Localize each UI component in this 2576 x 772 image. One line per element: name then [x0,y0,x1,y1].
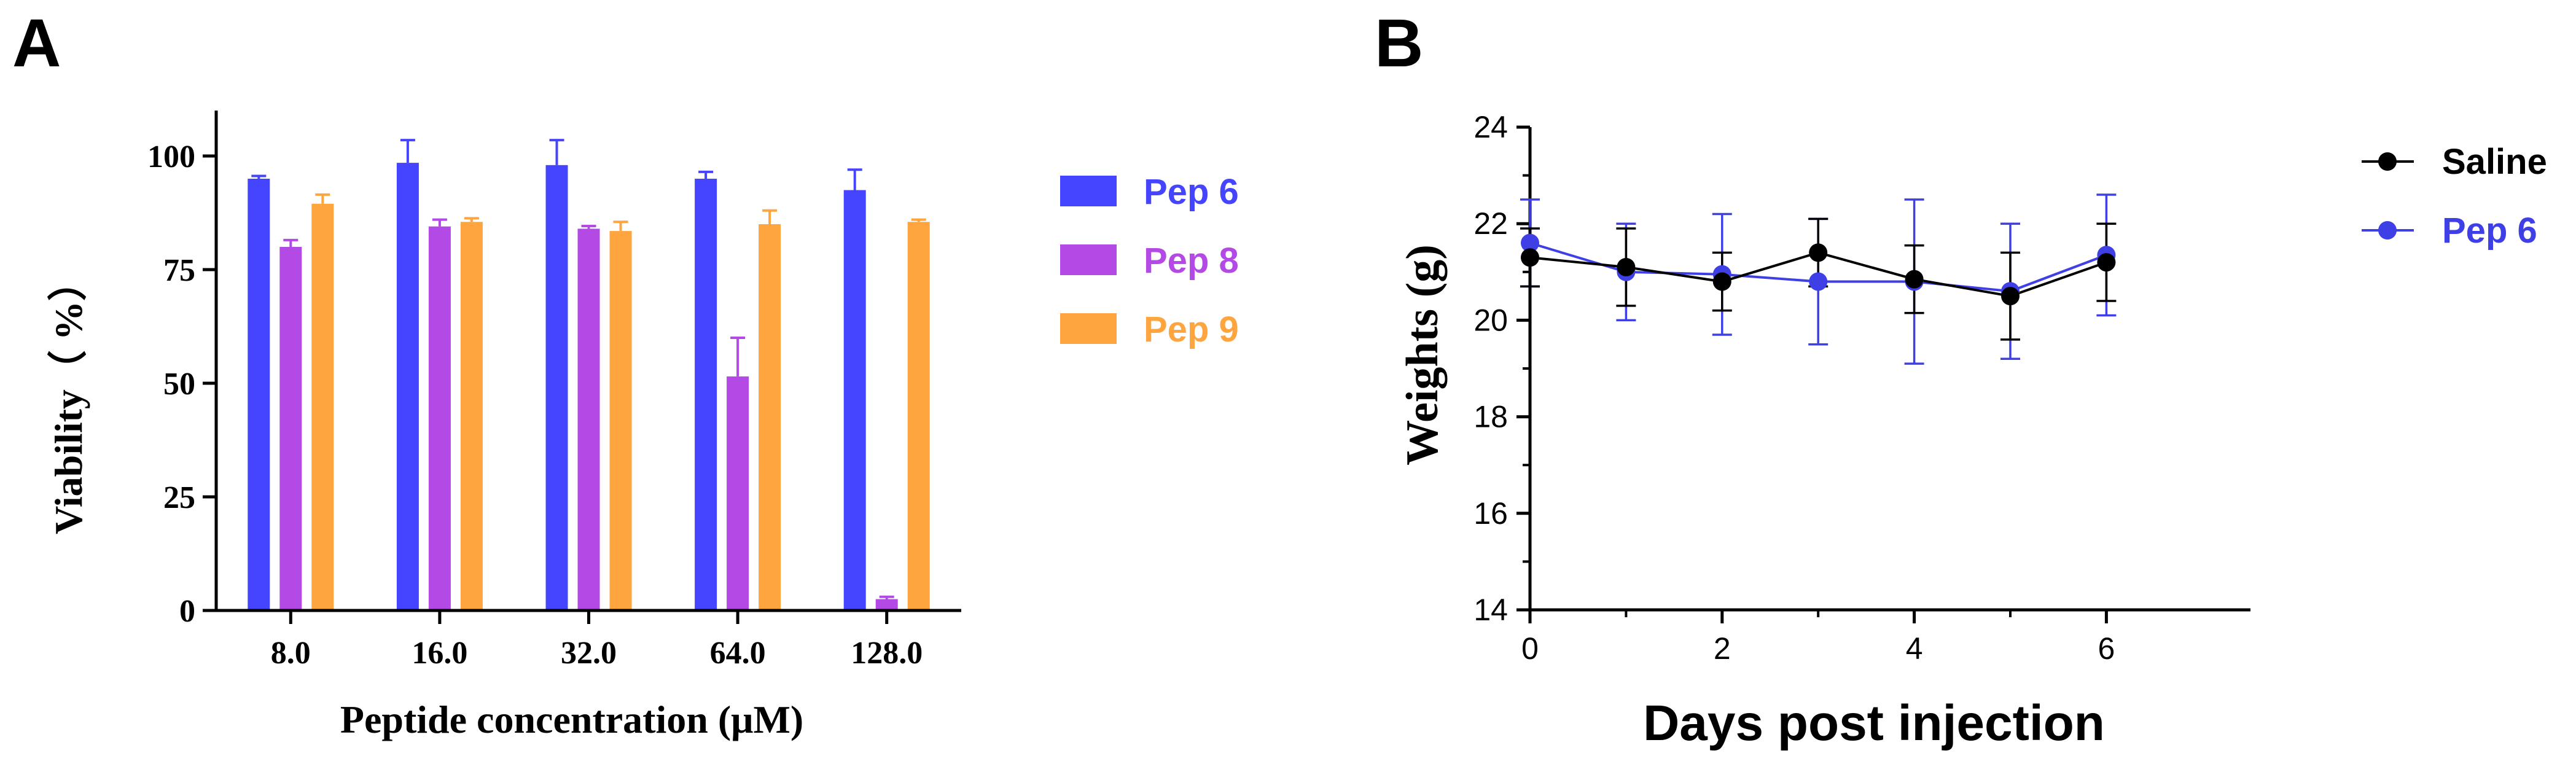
chart-b-xtick-label: 6 [2098,631,2115,666]
chart-b-axes [1528,127,2250,612]
chart-a-bar-pep-6 [545,165,568,610]
chart-a-legend-swatch-pep-9 [1060,313,1117,344]
chart-b-ytick-label: 24 [1473,110,1508,144]
chart-a-xtick-label: 32.0 [561,636,617,671]
chart-b-xtick-label: 0 [1521,631,1539,666]
chart-b-point-saline [1905,270,1924,289]
chart-a-xtick-label: 16.0 [412,636,467,671]
chart-b-point-saline [1712,272,1731,291]
chart-a-xtick-label: 8.0 [271,636,311,671]
chart-a-legend-label-pep-6: Pep 6 [1144,172,1239,212]
chart-a-ytick-label: 25 [163,480,195,515]
chart-a-bar-pep-6 [248,179,270,610]
chart-b-legend: Saline Pep 6 [2362,142,2547,251]
chart-a-bar-pep-9 [311,203,334,610]
chart-b-point-saline [2097,253,2116,272]
chart-a-ytick-label: 0 [179,594,195,629]
chart-a-bar-pep-9 [907,222,930,610]
chart-a-ytick-label: 100 [147,139,195,174]
chart-a-ytick-label: 50 [163,367,195,402]
chart-b-point-pep-6 [1809,272,1828,291]
chart-b-ytick-label: 22 [1473,206,1508,241]
chart-b-legend-marker-pep-6 [2378,221,2397,240]
chart-a: 0 25 50 75 100 8.0 16.0 32.0 64.0 128.0 Peptide c… [47,111,1239,741]
chart-a-bar-pep-8 [727,376,749,610]
chart-b-ytick-label: 16 [1473,496,1508,531]
chart-b-ytick-label: 14 [1473,593,1508,627]
chart-a-bar-pep-6 [695,179,717,610]
chart-a-bar-pep-6 [396,163,419,611]
chart-b-point-saline [1809,243,1828,262]
chart-a-bars [248,139,930,611]
chart-b-legend-label-saline: Saline [2442,142,2547,182]
chart-b-ytick-label: 18 [1473,400,1508,434]
chart-a-legend-label-pep-9: Pep 9 [1144,310,1239,349]
chart-b-point-saline [1617,257,1636,276]
chart-b-xtick-label: 4 [1906,631,1923,666]
chart-b-ytick-label: 20 [1473,303,1508,337]
chart-a-bar-pep-8 [577,228,600,610]
chart-a-bar-pep-8 [875,599,898,610]
chart-b-point-saline [2001,287,2020,306]
chart-a-xlabel: Peptide concentration (μM) [340,698,803,741]
chart-a-bar-pep-9 [759,224,781,610]
panel-b-label: B [1375,6,1423,81]
chart-b-ylabel: Weights (g) [1397,244,1448,466]
chart-b-point-pep-6 [1521,233,1539,252]
panel-a-label: A [12,6,61,81]
chart-b-point-saline [1521,248,1539,267]
chart-b-legend-label-pep-6: Pep 6 [2442,211,2537,251]
chart-a-ytick-label: 75 [163,253,195,288]
chart-a-bar-pep-8 [428,226,451,610]
chart-a-bar-pep-6 [843,190,866,610]
chart-b-legend-marker-saline [2378,152,2397,171]
chart-a-bar-pep-9 [460,222,483,610]
chart-a-bar-pep-9 [609,231,632,611]
chart-a-legend-swatch-pep-8 [1060,244,1117,275]
chart-a-legend-swatch-pep-6 [1060,176,1117,206]
chart-b-xlabel: Days post injection [1643,695,2105,751]
chart-a-ticks: 0 25 50 75 100 8.0 16.0 32.0 64.0 128.0 [147,139,923,671]
chart-a-xtick-label: 64.0 [710,636,766,671]
chart-a-legend-label-pep-8: Pep 8 [1144,241,1239,281]
chart-a-xtick-label: 128.0 [851,636,923,671]
chart-b-xtick-label: 2 [1714,631,1731,666]
chart-b-lines [1520,193,2117,365]
chart-a-ylabel: Viability（ %） [47,262,90,534]
chart-a-legend: Pep 6 Pep 8 Pep 9 [1060,172,1239,349]
chart-a-bar-pep-8 [279,247,302,610]
